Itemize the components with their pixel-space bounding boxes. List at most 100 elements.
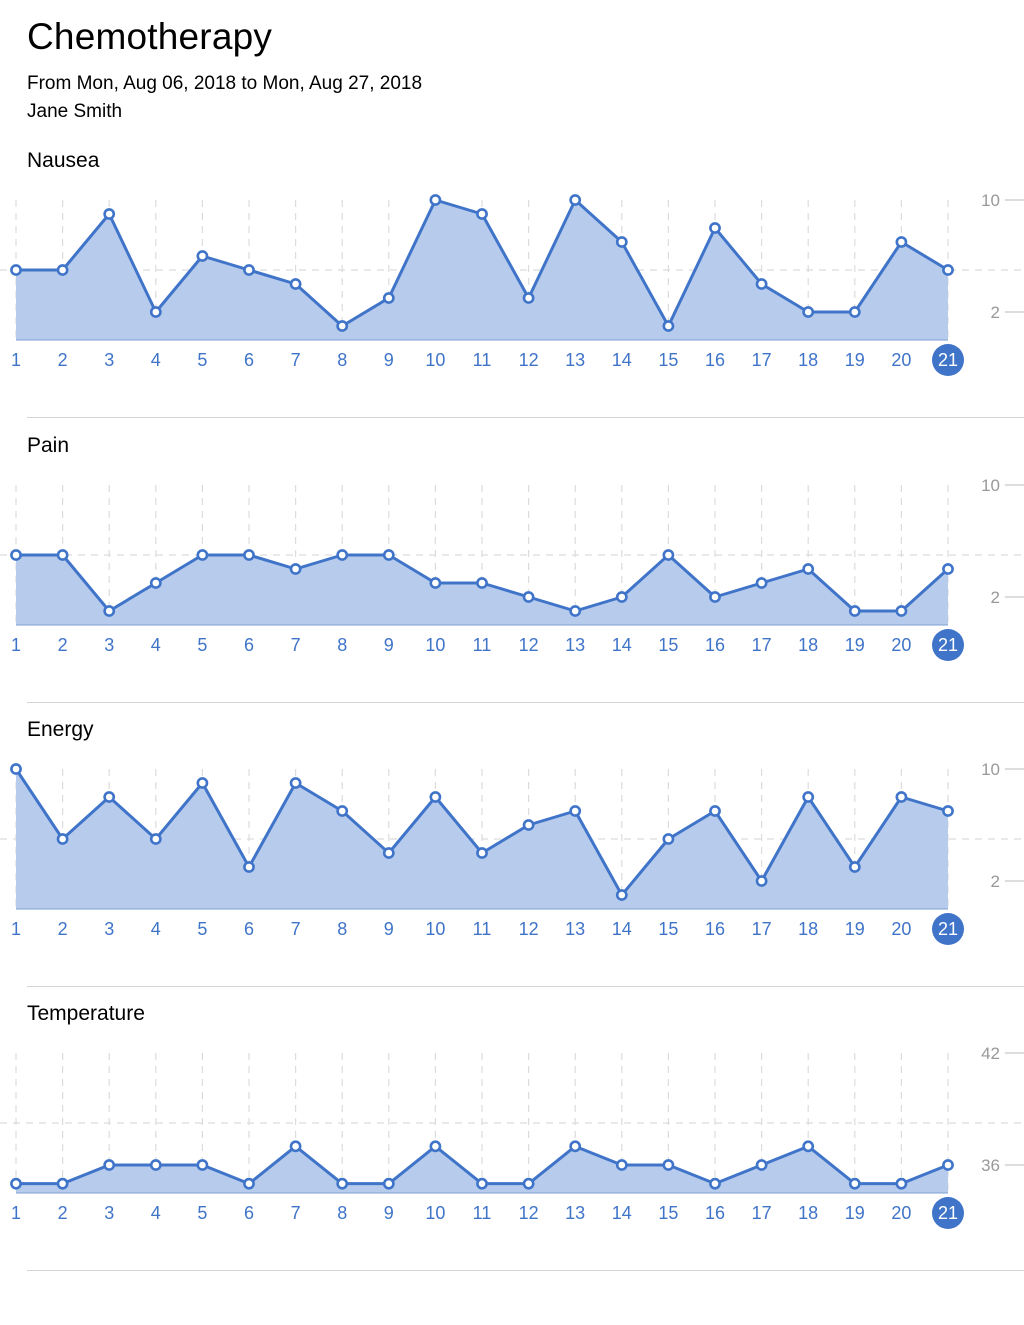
data-point xyxy=(662,1159,675,1171)
x-tick-label: 5 xyxy=(197,919,207,939)
x-tick-label: 9 xyxy=(384,635,394,655)
y-tick-label: 10 xyxy=(981,760,1000,779)
chart-title-nausea: Nausea xyxy=(27,149,100,172)
x-tick-label: 21 xyxy=(938,1203,958,1223)
data-point xyxy=(103,605,116,617)
x-tick-label: 10 xyxy=(425,350,445,370)
x-tick-label: 8 xyxy=(337,1203,347,1223)
x-tick-label: 20 xyxy=(891,1203,911,1223)
x-tick-label: 19 xyxy=(845,635,865,655)
data-point xyxy=(382,1177,395,1190)
x-tick-label: 2 xyxy=(58,350,68,370)
data-point xyxy=(429,194,442,206)
data-point xyxy=(289,777,302,789)
data-point xyxy=(709,591,721,603)
x-tick-label: 11 xyxy=(473,1203,492,1223)
x-tick-label: 6 xyxy=(244,919,254,939)
data-point xyxy=(848,861,861,873)
x-tick-label: 5 xyxy=(197,635,207,655)
x-tick-label: 14 xyxy=(612,635,632,655)
data-point xyxy=(382,549,395,561)
x-tick-label: 6 xyxy=(244,635,254,655)
chart-title-temperature: Temperature xyxy=(27,1002,145,1025)
x-tick-label: 8 xyxy=(337,635,347,655)
data-point xyxy=(243,861,255,873)
x-tick-label: 17 xyxy=(752,1203,772,1223)
x-tick-label: 11 xyxy=(473,350,492,370)
data-point xyxy=(615,889,628,901)
x-tick-label: 2 xyxy=(58,1203,68,1223)
x-tick-label: 12 xyxy=(519,1203,539,1223)
data-point xyxy=(848,605,861,617)
x-tick-label: 9 xyxy=(384,350,394,370)
data-point xyxy=(942,1159,954,1171)
data-point xyxy=(243,549,255,561)
data-point xyxy=(10,264,22,276)
x-tick-label: 4 xyxy=(151,1203,161,1223)
data-point xyxy=(522,591,535,603)
data-point xyxy=(336,805,349,817)
data-point xyxy=(476,1177,488,1190)
selected-day-badge xyxy=(932,1197,964,1229)
y-tick-label: 10 xyxy=(981,191,1000,210)
data-point xyxy=(895,791,908,803)
x-tick-label: 14 xyxy=(612,919,632,939)
data-point xyxy=(476,577,488,589)
x-tick-label: 19 xyxy=(845,919,865,939)
data-point xyxy=(755,1159,768,1171)
chart-title-energy: Energy xyxy=(27,718,94,741)
x-tick-label: 12 xyxy=(519,350,539,370)
data-point xyxy=(942,805,954,817)
x-tick-label: 3 xyxy=(104,919,114,939)
data-point xyxy=(802,563,815,575)
data-point xyxy=(942,563,954,575)
data-point xyxy=(429,577,442,589)
data-point xyxy=(103,791,116,803)
data-point xyxy=(429,1140,442,1153)
data-point xyxy=(196,250,209,262)
x-tick-label: 15 xyxy=(658,635,678,655)
data-point xyxy=(382,847,395,859)
data-point xyxy=(942,264,954,276)
x-tick-label: 2 xyxy=(58,919,68,939)
data-point xyxy=(476,208,488,220)
data-point xyxy=(755,278,768,290)
x-tick-label: 10 xyxy=(425,1203,445,1223)
x-tick-label: 14 xyxy=(612,350,632,370)
x-tick-label: 18 xyxy=(798,635,818,655)
chart-title-pain: Pain xyxy=(27,434,70,457)
data-point xyxy=(10,1177,22,1190)
data-point xyxy=(382,292,395,304)
data-point xyxy=(615,591,628,603)
data-point xyxy=(149,833,162,845)
x-tick-label: 3 xyxy=(104,1203,114,1223)
y-tick-label: 10 xyxy=(981,476,1000,495)
data-point xyxy=(662,549,675,561)
x-tick-label: 8 xyxy=(337,350,347,370)
x-tick-label: 19 xyxy=(845,1203,865,1223)
data-point xyxy=(56,833,69,845)
data-point xyxy=(149,1159,162,1171)
data-point xyxy=(662,833,675,845)
data-point xyxy=(615,236,628,248)
x-tick-label: 5 xyxy=(197,350,207,370)
data-point xyxy=(56,264,69,276)
separator xyxy=(27,702,1024,703)
x-tick-label: 18 xyxy=(798,1203,818,1223)
x-tick-label: 6 xyxy=(244,350,254,370)
x-tick-label: 11 xyxy=(473,919,492,939)
data-point xyxy=(522,819,535,831)
data-point xyxy=(709,805,721,817)
x-tick-label: 18 xyxy=(798,919,818,939)
page-title: Chemotherapy xyxy=(27,16,273,57)
x-tick-label: 1 xyxy=(11,635,21,655)
date-range: From Mon, Aug 06, 2018 to Mon, Aug 27, 2… xyxy=(27,73,423,94)
data-point xyxy=(196,549,209,561)
data-point xyxy=(336,549,349,561)
x-tick-label: 3 xyxy=(104,635,114,655)
data-point xyxy=(802,306,815,318)
data-point xyxy=(243,1177,255,1190)
y-tick-label: 2 xyxy=(991,303,1000,322)
patient-name: Jane Smith xyxy=(27,101,123,122)
